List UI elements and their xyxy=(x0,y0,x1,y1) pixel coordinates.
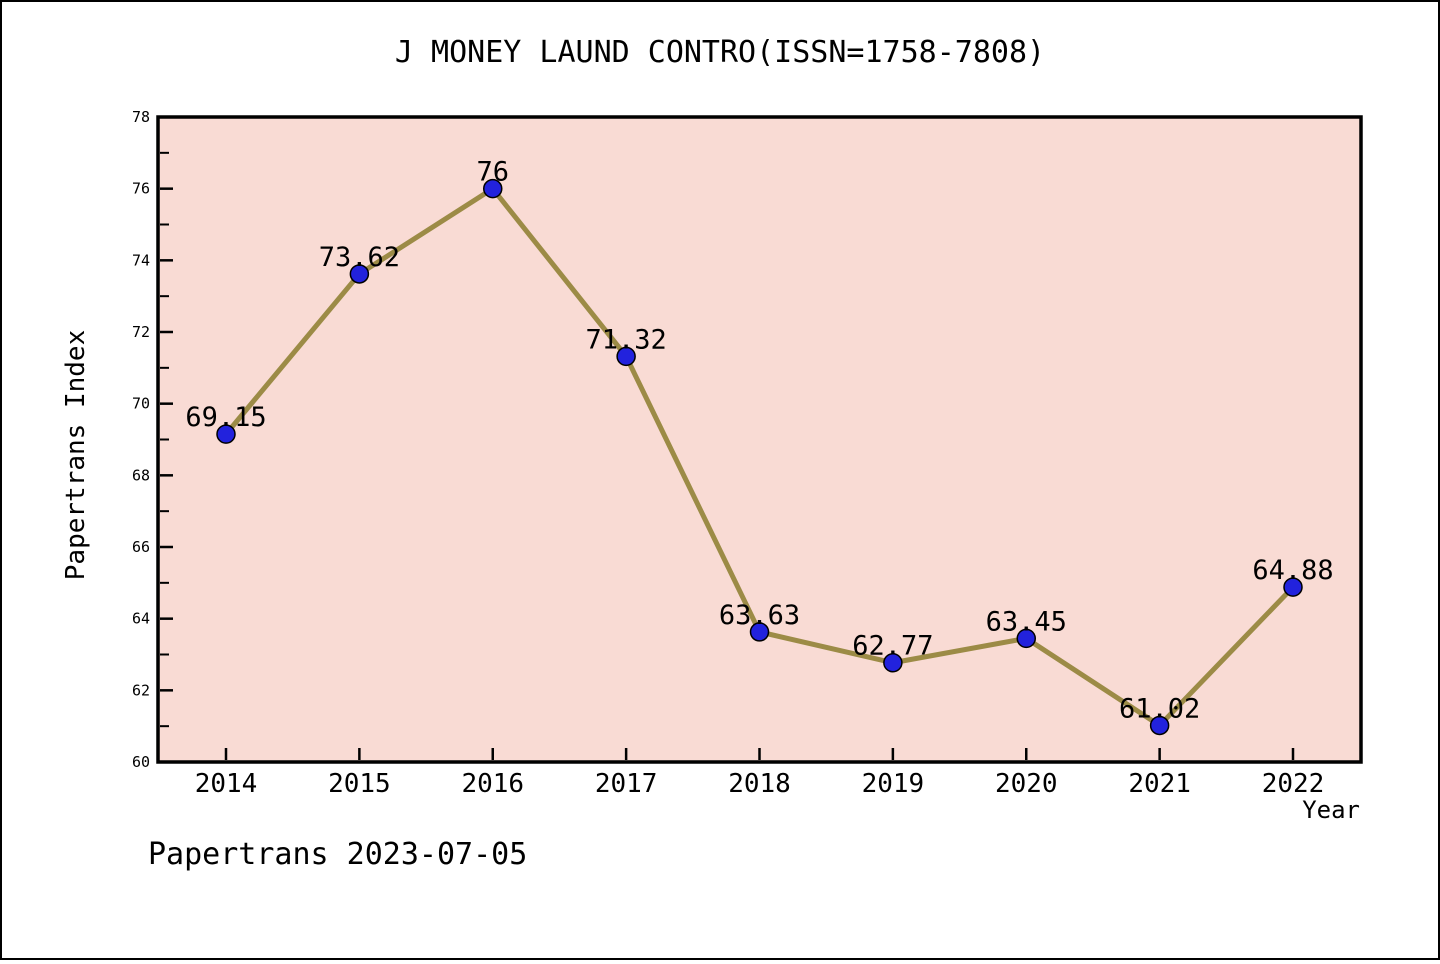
data-point-label: 61.02 xyxy=(1119,693,1200,724)
data-point xyxy=(216,424,236,444)
x-tick-label: 2015 xyxy=(328,769,391,799)
x-tick-label: 2021 xyxy=(1128,769,1191,799)
footer-watermark: Papertrans 2023-07-05 xyxy=(148,837,527,872)
data-point xyxy=(883,652,903,673)
data-point xyxy=(349,264,370,284)
y-tick-label: 74 xyxy=(132,251,150,269)
x-tick-label: 2019 xyxy=(862,769,925,799)
data-point-label: 76 xyxy=(476,157,509,188)
y-tick-label: 72 xyxy=(132,323,150,341)
y-tick-label: 62 xyxy=(132,681,150,699)
x-tick-label: 2014 xyxy=(195,769,258,799)
data-point-label: 63.45 xyxy=(986,606,1067,637)
y-tick-label: 70 xyxy=(132,395,150,413)
data-point xyxy=(749,622,770,642)
y-tick-label: 66 xyxy=(132,538,150,556)
y-tick-label: 78 xyxy=(132,108,150,126)
data-point-label: 73.62 xyxy=(319,242,400,273)
x-tick-label: 2018 xyxy=(728,769,791,799)
line-series: 69.15 73.62 76 71.32 63.63 62.77 63.45 61.02 64.… xyxy=(185,157,1334,736)
x-tick-label: 2022 xyxy=(1262,769,1325,799)
data-point xyxy=(1283,577,1303,597)
data-point xyxy=(1149,715,1170,736)
data-point-label: 71.32 xyxy=(585,324,666,355)
data-point xyxy=(616,346,636,367)
x-tick-label: 2020 xyxy=(995,769,1058,799)
y-axis-label: Papertrans Index xyxy=(61,330,91,580)
plot-border xyxy=(156,115,1363,764)
x-tick-label: 2017 xyxy=(595,769,658,799)
data-point-label: 63.63 xyxy=(719,600,800,631)
y-tick-label: 60 xyxy=(132,753,150,771)
y-tick-label: 68 xyxy=(132,466,150,484)
data-point xyxy=(483,178,503,199)
x-tick-label: 2016 xyxy=(461,769,524,799)
data-point-label: 69.15 xyxy=(185,402,266,433)
plot-area xyxy=(158,117,1361,762)
y-tick-label: 76 xyxy=(132,180,150,198)
axis-tick-labels: 60 62 64 66 68 70 72 74 76 78 2014 2015 2016 2017 2018… xyxy=(132,108,1324,799)
data-point-label: 62.77 xyxy=(852,631,933,662)
chart-title: J MONEY LAUND CONTRO(ISSN=1758-7808) xyxy=(395,35,1045,70)
x-axis-label: Year xyxy=(1302,796,1360,824)
data-point-label: 64.88 xyxy=(1252,555,1333,586)
y-tick-label: 64 xyxy=(132,610,150,628)
data-point xyxy=(1016,628,1036,649)
